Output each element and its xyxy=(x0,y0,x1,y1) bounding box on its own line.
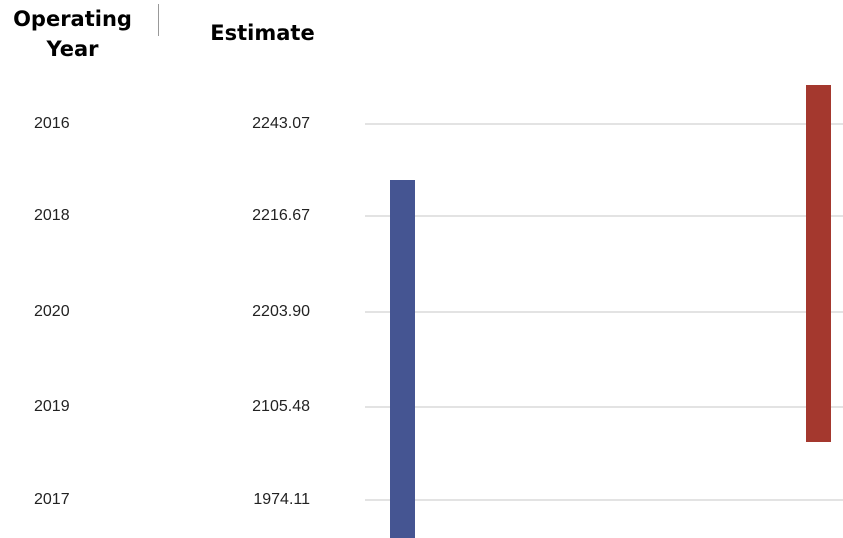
column-divider xyxy=(158,4,159,36)
red-bar xyxy=(806,85,831,442)
estimate: 1974.11 xyxy=(253,491,310,508)
estimate: 2243.07 xyxy=(252,115,310,132)
estimate: 2203.90 xyxy=(252,303,310,320)
operating-year: 2018 xyxy=(34,207,70,224)
operating-year: 2017 xyxy=(34,491,70,508)
operating-year: 2016 xyxy=(34,115,70,132)
row-rule xyxy=(365,406,843,408)
column-header: Operating Year xyxy=(13,7,132,61)
blue-bar xyxy=(390,180,415,538)
operating-year: 2019 xyxy=(34,398,70,415)
row-rule xyxy=(365,499,843,501)
row-rule xyxy=(365,311,843,313)
row-rule xyxy=(365,215,843,217)
row-rule xyxy=(365,123,843,125)
column-header: Estimate xyxy=(210,21,315,45)
estimate: 2216.67 xyxy=(252,207,310,224)
operating-year: 2020 xyxy=(34,303,70,320)
estimate: 2105.48 xyxy=(252,398,310,415)
